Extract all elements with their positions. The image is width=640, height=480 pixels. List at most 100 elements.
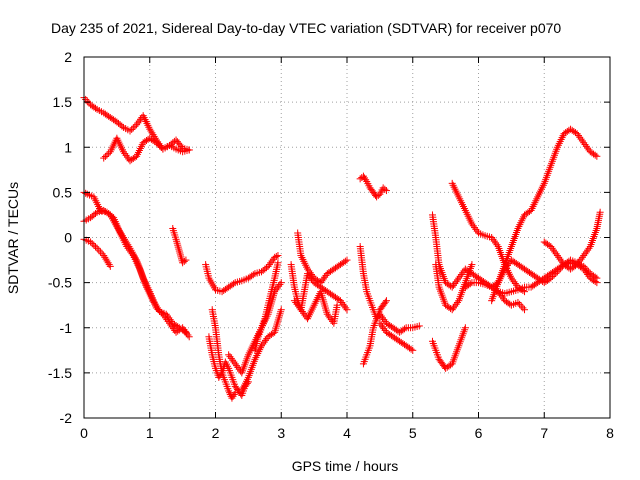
data-point: [264, 262, 272, 270]
data-point: [341, 257, 349, 265]
data-point: [468, 261, 476, 269]
data-point: [516, 300, 524, 308]
data-point: [163, 316, 171, 324]
data-point: [489, 235, 497, 243]
data-point: [469, 222, 477, 230]
data-point: [156, 142, 164, 150]
data-point: [409, 346, 417, 354]
data-point: [318, 277, 326, 285]
data-point: [461, 324, 469, 332]
data-point: [573, 130, 581, 138]
data-point: [317, 279, 325, 287]
data-point: [115, 226, 123, 234]
data-point: [494, 288, 502, 296]
data-point: [380, 325, 388, 333]
data-point: [306, 269, 314, 277]
data-point: [382, 297, 390, 305]
data-point: [557, 257, 565, 265]
y-tick-label: 2: [64, 49, 72, 65]
data-point: [471, 224, 479, 232]
data-point: [343, 256, 351, 264]
data-point: [335, 296, 343, 304]
data-point: [315, 277, 323, 285]
data-point: [452, 300, 460, 308]
data-point: [182, 256, 190, 264]
data-point: [513, 281, 521, 289]
data-point: [584, 271, 592, 279]
data-point: [517, 302, 525, 310]
data-point: [574, 259, 582, 267]
data-point: [113, 223, 121, 231]
data-point: [319, 275, 327, 283]
data-point: [152, 139, 160, 147]
data-point: [160, 312, 168, 320]
data-point: [292, 298, 300, 306]
grid-lines: [84, 57, 610, 418]
data-point: [553, 252, 561, 260]
data-point: [578, 264, 586, 272]
data-point: [100, 252, 108, 260]
data-point: [133, 121, 141, 129]
data-point: [149, 131, 157, 139]
data-point: [336, 297, 344, 305]
x-tick-label: 7: [540, 425, 548, 441]
data-point: [92, 104, 100, 112]
data-point: [325, 312, 333, 320]
data-point: [260, 338, 268, 346]
data-point: [298, 308, 306, 316]
data-point: [304, 265, 312, 273]
data-point: [129, 124, 137, 132]
data-point: [585, 146, 593, 154]
data-point: [456, 272, 464, 280]
data-point: [294, 302, 302, 310]
data-point: [116, 228, 124, 236]
data-point: [580, 265, 588, 273]
data-point: [290, 297, 298, 305]
data-point: [87, 238, 95, 246]
data-point: [466, 280, 474, 288]
data-point: [103, 257, 111, 265]
data-point: [379, 323, 387, 331]
data-point: [83, 97, 91, 105]
data-point: [106, 262, 114, 270]
data-point: [230, 358, 238, 366]
data-point: [593, 152, 601, 160]
data-point: [117, 230, 125, 238]
data-point: [576, 133, 584, 141]
data-point: [548, 244, 556, 252]
data-point: [381, 298, 389, 306]
data-point: [472, 225, 480, 233]
data-point: [323, 310, 331, 318]
data-point: [234, 363, 242, 371]
data-point: [156, 307, 164, 315]
data-point: [473, 227, 481, 235]
data-point: [519, 304, 527, 312]
data-point: [457, 271, 465, 279]
data-point: [492, 239, 500, 247]
data-point: [231, 389, 239, 397]
data-point: [459, 269, 467, 277]
data-point: [582, 142, 590, 150]
data-point: [103, 151, 111, 159]
data-point: [415, 322, 423, 330]
data-point: [514, 298, 522, 306]
data-point: [100, 154, 108, 162]
data-point: [265, 261, 273, 269]
data-point: [359, 172, 367, 180]
data-point: [448, 306, 456, 314]
data-point: [591, 151, 599, 159]
data-point: [493, 241, 501, 249]
data-point: [177, 325, 185, 333]
data-point: [322, 271, 330, 279]
data-point: [96, 248, 104, 256]
data-point: [593, 279, 601, 287]
data-point: [509, 276, 517, 284]
data-point: [327, 316, 335, 324]
data-point: [499, 295, 507, 303]
data-point: [296, 304, 304, 312]
data-point: [382, 187, 390, 195]
data-point: [497, 291, 505, 299]
data-point: [496, 289, 504, 297]
data-point: [147, 127, 155, 135]
data-point: [119, 234, 127, 241]
